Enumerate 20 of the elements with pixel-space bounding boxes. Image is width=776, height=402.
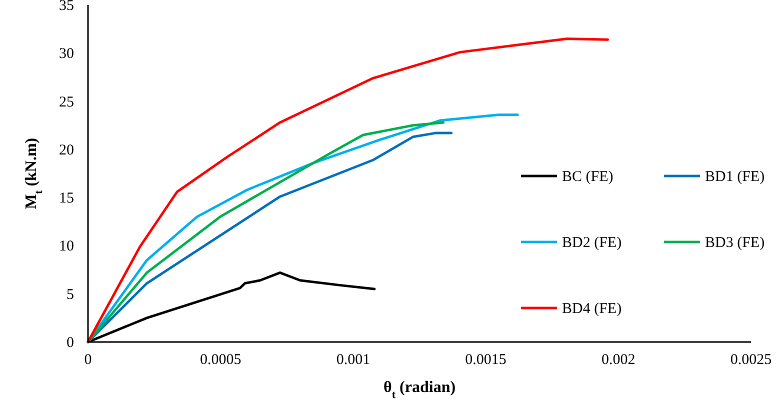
x-tick-label: 0.0025 bbox=[730, 352, 772, 368]
y-tick-label: 30 bbox=[59, 46, 74, 62]
y-tick-label: 15 bbox=[59, 190, 74, 207]
y-tick-label: 25 bbox=[59, 94, 74, 110]
x-tick-label: 0.002 bbox=[602, 352, 636, 368]
legend-label: BC (FE) bbox=[562, 169, 614, 185]
x-axis-title: θ$_{t}$ (radian) bbox=[383, 379, 456, 401]
y-tick-label: 35 bbox=[59, 0, 74, 14]
x-tick-label: 0.0015 bbox=[465, 352, 506, 368]
legend-label: BD1 (FE) bbox=[705, 169, 765, 185]
legend-label: BD3 (FE) bbox=[705, 235, 765, 251]
y-tick-label: 10 bbox=[59, 238, 74, 255]
legend-label: BD4 (FE) bbox=[562, 301, 622, 317]
x-tick-label: 0 bbox=[84, 352, 92, 368]
y-tick-label: 0 bbox=[66, 335, 74, 351]
x-tick-label: 0.001 bbox=[336, 352, 370, 368]
legend-label: BD2 (FE) bbox=[562, 235, 622, 251]
y-tick-label: 20 bbox=[59, 142, 74, 158]
x-tick-label: 0.0005 bbox=[200, 352, 242, 368]
y-tick-label: 5 bbox=[66, 286, 74, 303]
